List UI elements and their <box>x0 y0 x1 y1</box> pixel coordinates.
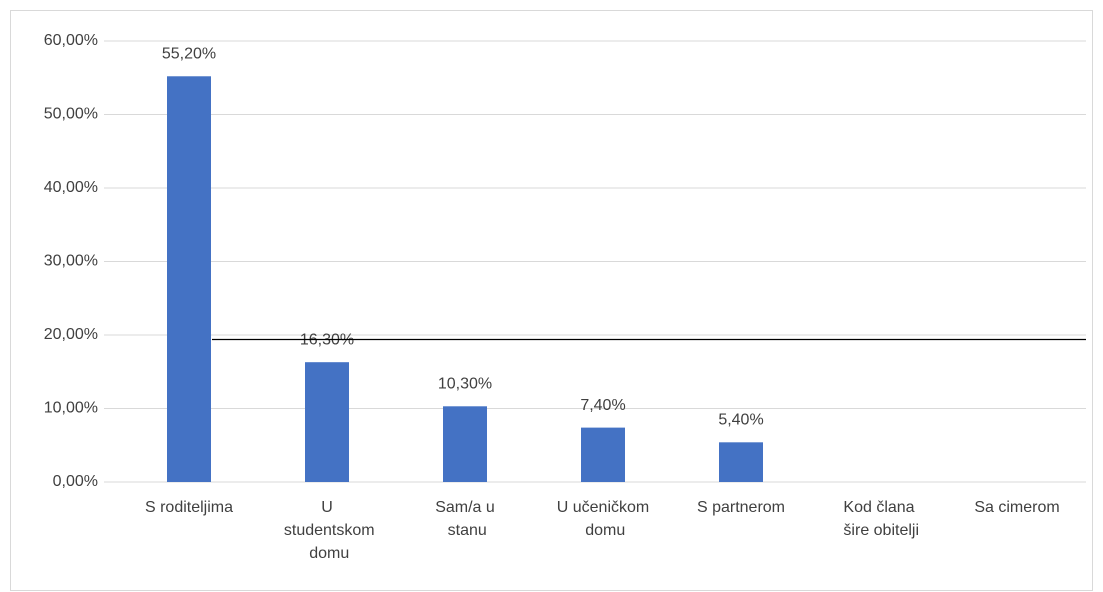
data-label: 10,30% <box>438 376 492 393</box>
x-tick-label: Kod člana šire obitelji <box>839 499 919 539</box>
x-tick-label: Sam/a u stanu <box>435 499 495 539</box>
y-tick-label: 40,00% <box>44 179 98 196</box>
bar <box>581 427 625 482</box>
data-label: 7,40% <box>580 397 625 414</box>
x-tick-label: S roditeljima <box>145 499 233 516</box>
bar <box>443 406 487 482</box>
bar <box>719 442 763 482</box>
bar <box>305 362 349 482</box>
x-tick-label: U studentskom domu <box>279 499 374 562</box>
y-tick-label: 10,00% <box>44 400 98 417</box>
x-tick-label: U učeničkom domu <box>557 499 649 539</box>
y-tick-label: 20,00% <box>44 326 98 343</box>
data-label: 5,40% <box>718 412 763 429</box>
data-label: 55,20% <box>162 45 216 62</box>
y-tick-label: 0,00% <box>53 473 98 490</box>
y-tick-label: 50,00% <box>44 106 98 123</box>
x-tick-label: Sa cimerom <box>974 499 1059 516</box>
bar <box>167 76 211 482</box>
y-tick-label: 30,00% <box>44 253 98 270</box>
x-tick-label: S partnerom <box>697 499 785 516</box>
y-tick-label: 60,00% <box>44 32 98 49</box>
